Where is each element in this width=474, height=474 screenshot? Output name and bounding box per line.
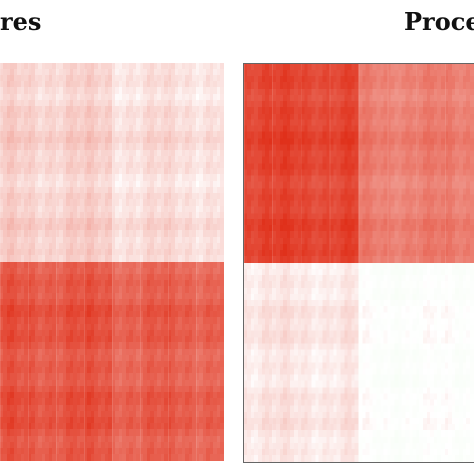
right-heatmap xyxy=(243,63,474,463)
right-heatmap-cells xyxy=(244,64,474,462)
right-panel-title: Proce xyxy=(404,7,474,36)
left-heatmap-cells xyxy=(0,63,224,461)
left-heatmap xyxy=(0,63,224,461)
left-panel-title: res xyxy=(0,7,42,36)
